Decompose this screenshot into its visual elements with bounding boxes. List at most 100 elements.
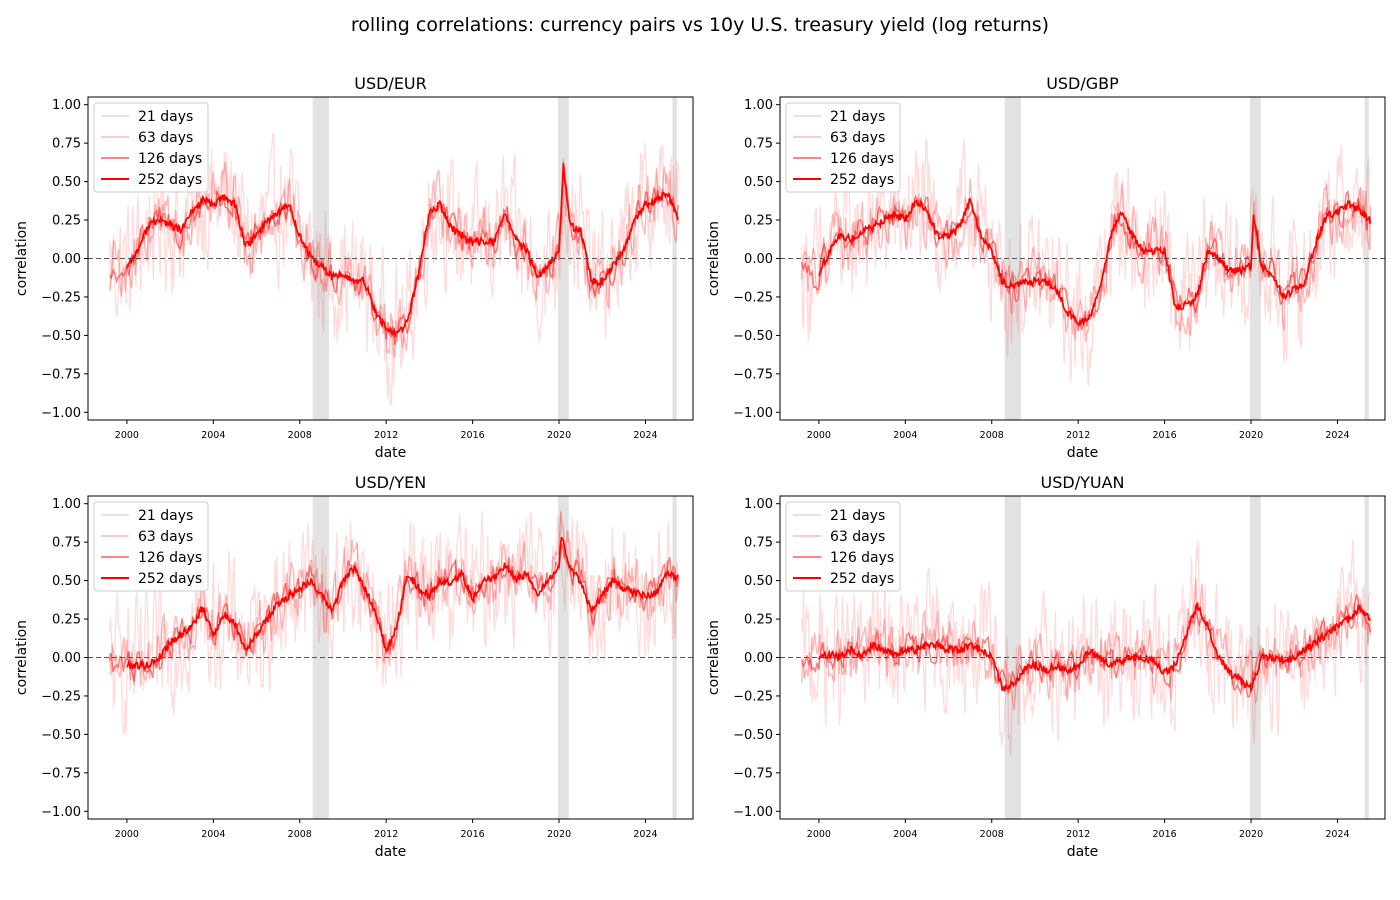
x-tick-label: 2004 xyxy=(893,430,917,441)
legend: 21 days 63 days 126 days 252 days xyxy=(93,501,209,592)
y-tick-label: 0.75 xyxy=(744,536,773,551)
x-axis-label: date xyxy=(1067,445,1099,461)
y-tick-label: 1.00 xyxy=(52,497,81,512)
y-tick-label: −0.50 xyxy=(733,728,773,743)
legend-label: 252 days xyxy=(138,172,202,188)
subplot-usd-yuan: −1.00 −0.75 −0.50 −0.25 0.00 0.25 0.50 0.75 1.00… xyxy=(706,473,1386,860)
x-tick-label: 2012 xyxy=(374,430,398,441)
series-line-63-days xyxy=(108,511,680,687)
y-tick-label: 0.25 xyxy=(52,613,81,628)
y-axis-label: correlation xyxy=(14,221,30,296)
y-tick-label: 1.00 xyxy=(52,98,81,113)
y-tick-label: −1.00 xyxy=(733,406,773,421)
series-line-21-days xyxy=(108,132,680,406)
legend: 21 days 63 days 126 days 252 days xyxy=(785,501,901,592)
y-tick-label: −1.00 xyxy=(41,406,81,421)
subplot-title: USD/EUR xyxy=(354,74,427,93)
x-tick-label: 2012 xyxy=(1066,829,1090,840)
y-tick-label: 0.25 xyxy=(744,613,773,628)
y-tick-label: 0.75 xyxy=(744,137,773,152)
legend-label: 21 days xyxy=(830,508,885,524)
subplot-usd-eur: −1.00 −0.75 −0.50 −0.25 0.00 0.25 0.50 0.75 1.00… xyxy=(14,74,694,461)
subplot-title: USD/YUAN xyxy=(1041,473,1125,492)
legend-label: 252 days xyxy=(830,571,894,587)
legend-box xyxy=(785,102,901,193)
x-tick-label: 2016 xyxy=(461,430,485,441)
y-tick-label: −0.50 xyxy=(41,728,81,743)
x-tick-label: 2004 xyxy=(201,430,225,441)
x-tick-label: 2024 xyxy=(633,430,657,441)
x-axis-label: date xyxy=(375,445,407,461)
legend-label: 126 days xyxy=(830,550,894,566)
x-tick-label: 2000 xyxy=(115,829,139,840)
y-tick-label: 0.50 xyxy=(744,574,773,589)
series-line-21-days xyxy=(108,511,680,736)
legend-label: 252 days xyxy=(830,172,894,188)
y-tick-label: 0.75 xyxy=(52,137,81,152)
legend-label: 63 days xyxy=(138,529,193,545)
x-tick-label: 2000 xyxy=(115,430,139,441)
figure-title: rolling correlations: currency pairs vs … xyxy=(350,14,1050,36)
y-tick-label: −0.75 xyxy=(41,766,81,781)
series-line-63-days xyxy=(800,178,1372,342)
y-tick-label: −0.25 xyxy=(41,290,81,305)
y-tick-label: 0.00 xyxy=(52,252,81,267)
x-tick-label: 2008 xyxy=(980,430,1004,441)
legend-box xyxy=(93,501,209,592)
x-tick-label: 2020 xyxy=(547,829,571,840)
x-tick-label: 2020 xyxy=(547,430,571,441)
series-line-252-days xyxy=(818,197,1372,328)
y-tick-label: −0.25 xyxy=(733,290,773,305)
y-tick-label: 0.75 xyxy=(52,536,81,551)
x-tick-label: 2008 xyxy=(980,829,1004,840)
x-tick-label: 2020 xyxy=(1239,430,1263,441)
legend-label: 63 days xyxy=(830,529,885,545)
series-line-126-days xyxy=(108,543,680,682)
y-tick-label: −0.25 xyxy=(41,689,81,704)
legend-label: 63 days xyxy=(830,130,885,146)
y-tick-label: −0.75 xyxy=(733,766,773,781)
x-tick-label: 2016 xyxy=(461,829,485,840)
x-tick-label: 2024 xyxy=(1325,430,1349,441)
y-tick-label: 0.00 xyxy=(52,651,81,666)
legend-label: 21 days xyxy=(138,508,193,524)
y-tick-label: −0.25 xyxy=(733,689,773,704)
subplot-usd-yen: −1.00 −0.75 −0.50 −0.25 0.00 0.25 0.50 0.75 1.00… xyxy=(14,473,694,860)
y-tick-label: −0.50 xyxy=(41,329,81,344)
y-axis-label: correlation xyxy=(14,620,30,695)
x-tick-label: 2008 xyxy=(288,829,312,840)
y-tick-label: −0.75 xyxy=(41,367,81,382)
y-tick-label: −1.00 xyxy=(41,805,81,820)
y-tick-label: 1.00 xyxy=(744,98,773,113)
x-tick-label: 2000 xyxy=(807,829,831,840)
legend-label: 63 days xyxy=(138,130,193,146)
y-tick-label: 0.50 xyxy=(744,175,773,190)
x-tick-label: 2012 xyxy=(374,829,398,840)
x-tick-label: 2024 xyxy=(1325,829,1349,840)
x-tick-label: 2016 xyxy=(1153,829,1177,840)
series-line-252-days xyxy=(126,162,679,338)
x-tick-label: 2012 xyxy=(1066,430,1090,441)
x-tick-label: 2020 xyxy=(1239,829,1263,840)
legend-label: 21 days xyxy=(830,109,885,125)
y-tick-label: 0.00 xyxy=(744,651,773,666)
legend: 21 days 63 days 126 days 252 days xyxy=(93,102,209,193)
y-tick-label: 1.00 xyxy=(744,497,773,512)
subplot-usd-gbp: −1.00 −0.75 −0.50 −0.25 0.00 0.25 0.50 0.75 1.00… xyxy=(706,74,1386,461)
y-tick-label: 0.25 xyxy=(744,214,773,229)
y-tick-label: 0.25 xyxy=(52,214,81,229)
series-line-252-days xyxy=(126,536,679,671)
legend-label: 126 days xyxy=(138,151,202,167)
x-axis-label: date xyxy=(1067,844,1099,860)
legend-label: 126 days xyxy=(830,151,894,167)
legend-box xyxy=(785,501,901,592)
y-tick-label: 0.50 xyxy=(52,574,81,589)
subplot-title: USD/YEN xyxy=(355,473,426,492)
legend-label: 21 days xyxy=(138,109,193,125)
legend-label: 126 days xyxy=(138,550,202,566)
x-tick-label: 2000 xyxy=(807,430,831,441)
legend-box xyxy=(93,102,209,193)
x-axis-label: date xyxy=(375,844,407,860)
x-tick-label: 2004 xyxy=(201,829,225,840)
